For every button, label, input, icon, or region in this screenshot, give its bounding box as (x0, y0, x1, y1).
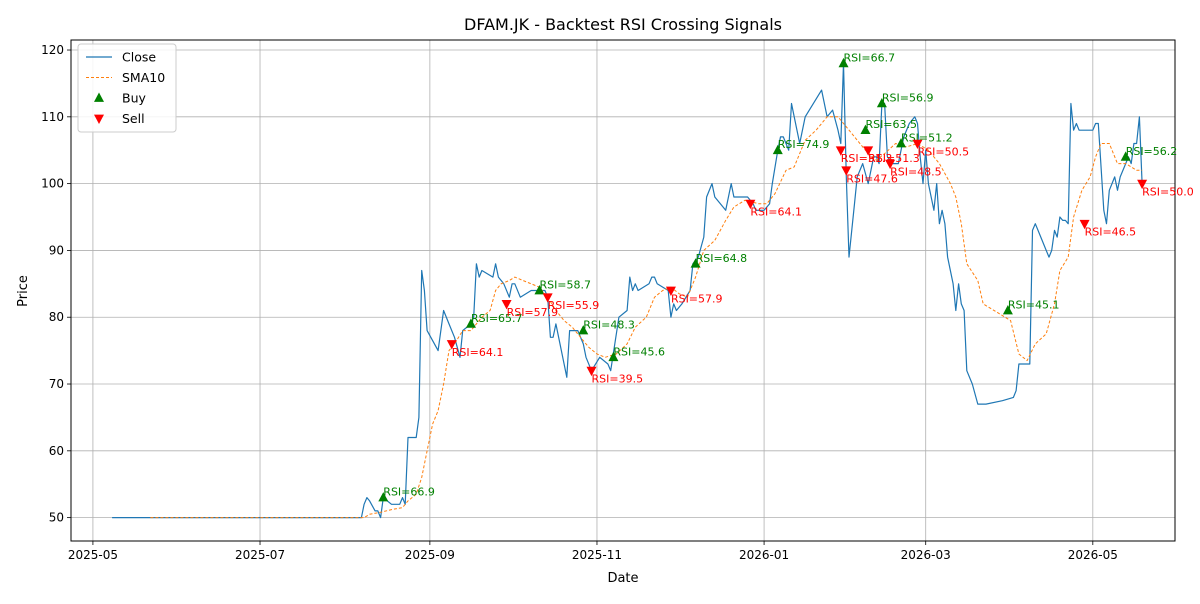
sma10-series-line (150, 116, 1143, 519)
buy-signal-marker (1002, 305, 1013, 315)
x-axis-label: Date (607, 571, 638, 586)
sell-signal-label: RSI=47.6 (846, 172, 898, 185)
buy-signal-marker (378, 492, 389, 502)
series-layer (112, 62, 1143, 519)
sell-signal-label: RSI=55.9 (548, 299, 600, 312)
x-tick-label: 2026-05 (1068, 548, 1118, 562)
buy-signal-label: RSI=74.9 (778, 138, 830, 151)
sell-signal-marker (1137, 179, 1148, 190)
x-tick-label: 2025-11 (572, 548, 622, 562)
buy-signal-label: RSI=48.3 (583, 319, 635, 332)
sell-signal-marker (542, 293, 553, 303)
y-tick-label: 120 (41, 43, 64, 57)
sell-signal-label: RSI=39.5 (591, 373, 643, 386)
buy-signal-label: RSI=45.1 (1008, 299, 1060, 312)
sell-signal-label: RSI=51.3 (868, 152, 920, 165)
buy-signal-label: RSI=56.2 (1126, 145, 1178, 158)
legend-label: Sell (122, 111, 145, 126)
buy-signal-marker (772, 144, 783, 155)
buy-signal-marker (534, 285, 545, 295)
sell-signal-label: RSI=48.5 (890, 166, 942, 179)
buy-signal-label: RSI=65.7 (471, 312, 523, 325)
buy-signal-marker (608, 351, 619, 362)
y-axis-label: Price (16, 275, 31, 307)
sell-signal-label: RSI=64.1 (452, 346, 504, 359)
sell-signal-marker (501, 300, 512, 310)
sell-signal-marker (885, 159, 896, 170)
sell-signal-label: RSI=46.5 (1085, 226, 1137, 239)
y-tick-label: 110 (41, 110, 64, 124)
buy-signal-marker (876, 97, 887, 108)
sell-signal-label: RSI=51.3 (841, 152, 893, 165)
plot-frame (70, 39, 1176, 542)
legend-sell-swatch (94, 114, 104, 124)
x-tick-label: 2025-05 (68, 548, 118, 562)
sell-signal-marker (446, 340, 457, 350)
legend-buy-swatch (94, 92, 104, 102)
chart-title: DFAM.JK - Backtest RSI Crossing Signals (464, 15, 782, 34)
sell-signal-marker (863, 146, 874, 156)
sell-signal-marker (835, 146, 846, 156)
sell-signal-label: RSI=50.5 (917, 146, 969, 159)
x-tick-label: 2025-09 (405, 548, 455, 562)
close-series-line (112, 62, 1143, 519)
x-tick-label: 2026-03 (901, 548, 951, 562)
buy-signal-marker (1120, 151, 1131, 161)
buy-signal-marker (465, 318, 476, 328)
y-tick-label: 50 (49, 511, 64, 525)
legend-label: SMA10 (122, 70, 165, 85)
sell-signal-marker (912, 139, 923, 150)
buy-signal-label: RSI=64.8 (696, 252, 748, 265)
sell-signal-label: RSI=57.9 (671, 293, 723, 306)
sell-signal-marker (841, 166, 852, 176)
legend-label: Close (122, 50, 156, 65)
y-tick-label: 90 (49, 243, 64, 257)
sell-signal-marker (665, 286, 676, 296)
y-tick-label: 70 (49, 377, 64, 391)
sell-signal-label: RSI=57.9 (507, 306, 559, 319)
sell-signal-label: RSI=64.1 (750, 206, 802, 219)
buy-signal-label: RSI=45.6 (613, 345, 665, 358)
buy-signal-label: RSI=66.7 (844, 51, 896, 64)
sell-signal-marker (745, 199, 756, 210)
legend-label: Buy (122, 91, 146, 106)
buy-signal-label: RSI=58.7 (539, 279, 591, 292)
buy-signal-marker (860, 124, 871, 135)
buy-signal-label: RSI=63.5 (865, 118, 917, 131)
sell-signal-label: RSI=50.0 (1142, 186, 1194, 199)
y-tick-label: 60 (49, 444, 64, 458)
axes: 2025-05 2025-07 2025-09 2025-11 2026-01 2026-… (41, 39, 1176, 562)
y-tick-label: 80 (49, 310, 64, 324)
x-tick-label: 2026-01 (739, 548, 789, 562)
x-tick-label: 2025-07 (235, 548, 285, 562)
buy-signal-marker (690, 258, 701, 268)
signal-markers: RSI=66.9 RSI=65.7 RSI=58.7 RSI=48.3 RSI=45.6… (378, 51, 1194, 502)
legend: Close SMA10 Buy Sell (77, 43, 177, 133)
legend-box (77, 43, 177, 133)
sell-signal-marker (1079, 219, 1090, 230)
buy-signal-marker (896, 138, 907, 148)
buy-signal-label: RSI=51.2 (901, 132, 953, 145)
y-tick-label: 100 (41, 177, 64, 191)
buy-signal-marker (838, 57, 849, 68)
buy-signal-label: RSI=66.9 (383, 486, 435, 499)
sell-signal-marker (586, 366, 597, 377)
buy-signal-label: RSI=56.9 (882, 91, 934, 104)
buy-signal-marker (578, 325, 589, 335)
